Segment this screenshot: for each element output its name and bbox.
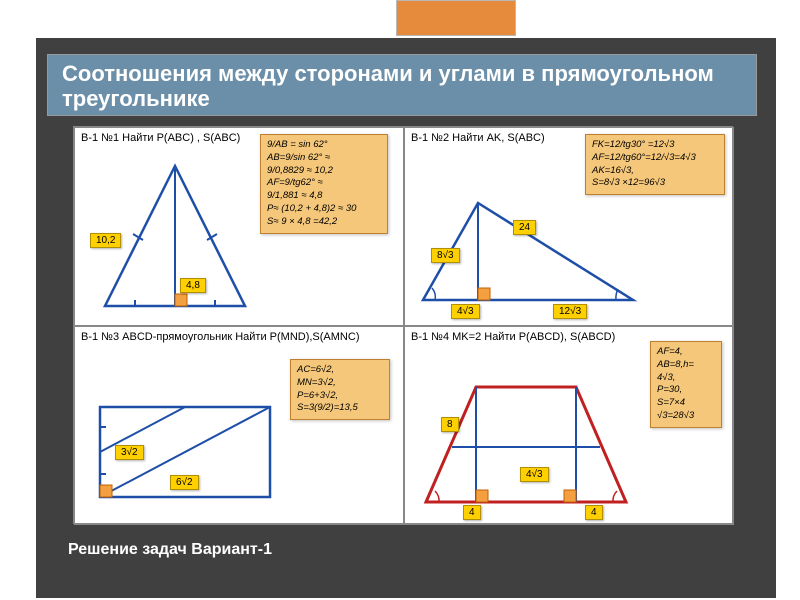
sol3-l0: AC=6√2, <box>297 364 383 377</box>
cell-4: В-1 №4 MK=2 Найти P(ABCD), S(ABCD) AF=4,… <box>404 326 734 525</box>
cell-1: В-1 №1 Найти P(ABC) , S(ABC) 9/AB = sin … <box>74 127 404 326</box>
sol1-l6: S≈ 9 × 4,8 =42,2 <box>267 216 381 229</box>
sol1-l2: 9/0,8829 ≈ 10,2 <box>267 165 381 178</box>
tag-c2-2: 4√3 <box>451 304 480 319</box>
sol4-l5: √3=28√3 <box>657 410 715 423</box>
solution-2: FK=12/tg30° =12√3 AF=12/tg60°=12/√3=4√3 … <box>585 134 725 195</box>
solution-3: AC=6√2, MN=3√2, P=6+3√2, S=3(9/2)=13,5 <box>290 359 390 420</box>
sol4-l2: 4√3, <box>657 372 715 385</box>
solution-1: 9/AB = sin 62° AB=9/sin 62° ≈ 9/0,8829 ≈… <box>260 134 388 234</box>
sol4-l4: S=7×4 <box>657 397 715 410</box>
sol4-l0: AF=4, <box>657 346 715 359</box>
tag-c3-0: 3√2 <box>115 445 144 460</box>
sol2-l3: S=8√3 ×12=96√3 <box>592 177 718 190</box>
sol3-l2: P=6+3√2, <box>297 390 383 403</box>
tag-c1-1: 4,8 <box>180 278 206 293</box>
sol3-l1: MN=3√2, <box>297 377 383 390</box>
sol4-l1: AB=8,h= <box>657 359 715 372</box>
sol4-l3: P=30, <box>657 384 715 397</box>
sol1-l4: 9/1,881 ≈ 4,8 <box>267 190 381 203</box>
tag-c1-0: 10,2 <box>90 233 121 248</box>
footer-bar: Решение задач Вариант-1 <box>56 537 356 567</box>
cell-2: В-1 №2 Найти AK, S(ABC) FK=12/tg30° =12√… <box>404 127 734 326</box>
tag-c4-2: 4 <box>463 505 481 520</box>
sol1-l3: AF=9/tg62° ≈ <box>267 177 381 190</box>
cell-3: В-1 №3 ABCD-прямоугольник Найти P(MND),S… <box>74 326 404 525</box>
tag-c4-0: 8 <box>441 417 459 432</box>
tag-c2-1: 24 <box>513 220 536 235</box>
tag-c4-3: 4 <box>585 505 603 520</box>
sol2-l0: FK=12/tg30° =12√3 <box>592 139 718 152</box>
tag-c2-3: 12√3 <box>553 304 587 319</box>
orange-accent-tab <box>396 0 516 36</box>
sol1-l5: P≈ (10,2 + 4,8)2 ≈ 30 <box>267 203 381 216</box>
sol2-l1: AF=12/tg60°=12/√3=4√3 <box>592 152 718 165</box>
trapezoid-4-svg <box>411 367 641 517</box>
tag-c3-1: 6√2 <box>170 475 199 490</box>
solution-4: AF=4, AB=8,h= 4√3, P=30, S=7×4 √3=28√3 <box>650 341 722 428</box>
sol1-l0: 9/AB = sin 62° <box>267 139 381 152</box>
task-3-text: В-1 №3 ABCD-прямоугольник Найти P(MND),S… <box>81 331 397 345</box>
title-bar: Соотношения между сторонами и углами в п… <box>47 54 757 116</box>
tag-c2-0: 8√3 <box>431 248 460 263</box>
sol3-l3: S=3(9/2)=13,5 <box>297 402 383 415</box>
sol1-l1: AB=9/sin 62° ≈ <box>267 152 381 165</box>
tag-c4-1: 4√3 <box>520 467 549 482</box>
problems-grid: В-1 №1 Найти P(ABC) , S(ABC) 9/AB = sin … <box>73 126 733 524</box>
sol2-l2: AK=16√3, <box>592 165 718 178</box>
